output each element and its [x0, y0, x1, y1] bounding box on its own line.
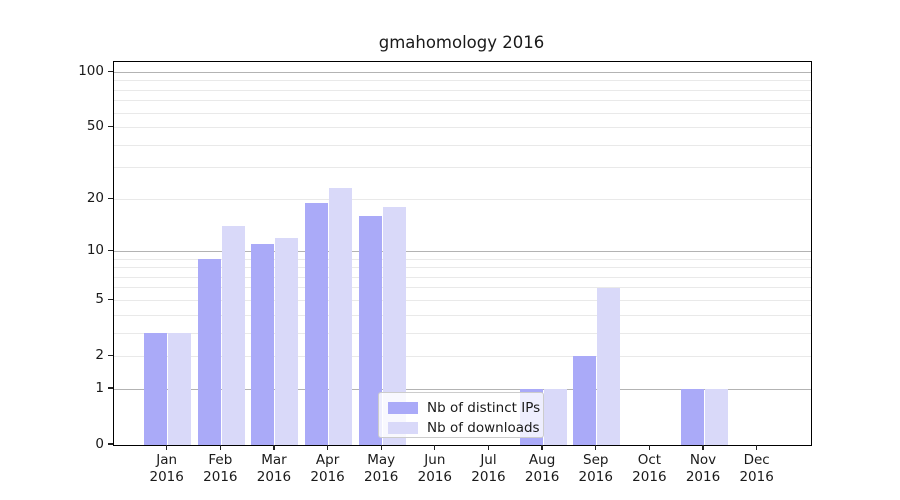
x-tick-mark-apr [326, 445, 329, 451]
legend-item-downloads: Nb of downloads [388, 419, 540, 436]
gridline-major-10 [114, 250, 811, 252]
y-tick-mark-100 [108, 70, 113, 73]
gridline-minor-3 [114, 332, 811, 334]
x-tick-mark-feb [219, 445, 221, 451]
gridline-minor-4 [114, 314, 811, 316]
gridline-minor-2 [114, 355, 811, 357]
x-tick-mark-jan [166, 445, 168, 451]
y-tick-mark-5 [108, 298, 113, 301]
y-tick-mark-10 [108, 249, 113, 252]
legend-swatch-distinct-ips [388, 401, 418, 414]
gridline-minor-50 [114, 127, 811, 129]
x-tick-label-nov: Nov 2016 [685, 452, 721, 485]
gridline-minor-80 [114, 89, 811, 91]
gridline-minor-6 [114, 287, 811, 289]
x-tick-mark-may [380, 445, 382, 451]
bar-downloads-sep [597, 287, 621, 445]
x-tick-mark-dec [755, 445, 758, 451]
gridline-minor-30 [114, 167, 811, 169]
legend-label-distinct-ips: Nb of distinct IPs [427, 399, 541, 416]
bar-distinct-ips-mar [251, 244, 275, 445]
y-tick-label-1: 1 [95, 379, 104, 396]
y-tick-mark-0 [108, 443, 113, 445]
gridline-minor-8 [114, 267, 811, 269]
bar-downloads-aug [543, 389, 567, 445]
y-tick-mark-1 [108, 387, 113, 389]
gridline-minor-40 [114, 144, 811, 146]
y-tick-mark-2 [108, 354, 113, 356]
x-tick-mark-oct [648, 445, 651, 451]
x-tick-mark-mar [273, 445, 275, 451]
y-tick-label-2: 2 [95, 346, 104, 363]
x-tick-mark-sep [595, 445, 597, 451]
gridline-minor-7 [114, 276, 811, 278]
legend-swatch-downloads [388, 421, 418, 434]
x-tick-label-feb: Feb 2016 [203, 452, 238, 485]
bar-downloads-mar [275, 237, 299, 445]
bar-downloads-nov [704, 389, 728, 445]
y-tick-label-20: 20 [86, 189, 104, 206]
x-tick-label-dec: Dec 2016 [739, 452, 774, 485]
bar-downloads-feb [221, 226, 245, 445]
x-tick-label-may: May 2016 [364, 452, 399, 485]
x-tick-label-jan: Jan 2016 [149, 452, 184, 485]
legend-label-downloads: Nb of downloads [427, 419, 540, 436]
y-tick-label-10: 10 [86, 241, 104, 258]
legend-item-distinct-ips: Nb of distinct IPs [388, 399, 540, 416]
y-tick-mark-20 [108, 197, 113, 199]
x-tick-label-apr: Apr 2016 [310, 452, 345, 485]
x-tick-label-sep: Sep 2016 [578, 452, 613, 485]
x-tick-label-aug: Aug 2016 [524, 452, 560, 485]
x-tick-label-mar: Mar 2016 [256, 452, 292, 485]
y-tick-label-0: 0 [95, 435, 104, 452]
gridline-minor-90 [114, 80, 811, 82]
bar-distinct-ips-feb [197, 259, 221, 445]
gridline-minor-20 [114, 198, 811, 200]
bar-distinct-ips-nov [680, 389, 704, 445]
x-tick-mark-jun [434, 445, 436, 451]
x-tick-label-jul: Jul 2016 [471, 452, 506, 485]
y-tick-label-50: 50 [86, 118, 104, 135]
y-tick-mark-50 [108, 125, 113, 128]
x-tick-mark-jul [487, 445, 490, 451]
gridline-minor-5 [114, 299, 811, 301]
x-tick-label-jun: Jun 2016 [417, 452, 453, 485]
bar-downloads-jan [168, 333, 192, 445]
bars-layer [114, 62, 811, 445]
x-tick-mark-nov [702, 445, 704, 451]
bar-distinct-ips-jan [144, 333, 168, 445]
x-tick-mark-aug [541, 445, 543, 451]
bar-distinct-ips-apr [305, 203, 329, 445]
chart-title: gmahomology 2016 [378, 33, 545, 52]
gridline-major-1 [114, 388, 811, 390]
x-tick-label-oct: Oct 2016 [632, 452, 667, 485]
bar-downloads-apr [329, 188, 353, 445]
gridlines-layer [114, 62, 811, 445]
y-tick-label-5: 5 [95, 290, 104, 307]
bar-downloads-may [382, 207, 406, 445]
gridline-major-100 [114, 71, 811, 73]
gridline-minor-60 [114, 112, 811, 114]
y-tick-label-100: 100 [78, 62, 104, 79]
gridline-minor-70 [114, 100, 811, 102]
gridline-minor-9 [114, 258, 811, 260]
bar-distinct-ips-sep [573, 356, 597, 445]
legend: Nb of distinct IPs Nb of downloads [378, 392, 544, 438]
plot-area: Nb of distinct IPs Nb of downloads [113, 61, 812, 446]
bar-distinct-ips-may [358, 216, 382, 445]
